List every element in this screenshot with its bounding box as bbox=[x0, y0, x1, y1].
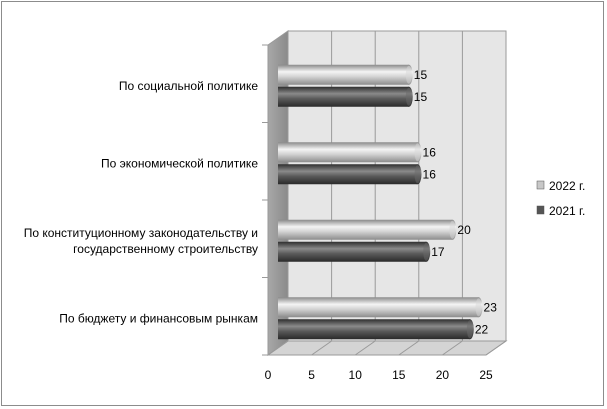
bar-end-highlight bbox=[414, 143, 421, 162]
bar-body bbox=[278, 86, 409, 107]
bar bbox=[278, 319, 474, 340]
bar-body bbox=[278, 164, 418, 185]
bar-body bbox=[278, 241, 427, 262]
bar-body bbox=[278, 142, 418, 163]
data-label: 16 bbox=[423, 167, 437, 181]
data-label: 15 bbox=[414, 90, 428, 104]
bar-end-highlight bbox=[405, 65, 412, 84]
legend-swatch bbox=[536, 205, 545, 215]
category-label: По экономической политике bbox=[101, 156, 258, 170]
bar-end-highlight bbox=[414, 165, 421, 184]
legend-label: 2022 г. bbox=[549, 179, 585, 193]
floor-line bbox=[485, 340, 507, 356]
floor-line bbox=[354, 340, 376, 356]
bar bbox=[278, 164, 422, 185]
legend-swatch bbox=[536, 180, 545, 190]
data-label: 17 bbox=[431, 245, 445, 259]
category-label: государственному строительству bbox=[73, 242, 258, 256]
x-tick-label: 0 bbox=[265, 368, 272, 382]
bar-body bbox=[278, 64, 409, 85]
category-label: По бюджету и финансовым рынкам bbox=[59, 311, 258, 325]
x-tick-label: 25 bbox=[479, 368, 493, 382]
x-tick-label: 20 bbox=[436, 368, 450, 382]
bar-end-highlight bbox=[423, 242, 430, 261]
floor bbox=[266, 340, 508, 356]
floor-line bbox=[442, 340, 463, 356]
bar bbox=[278, 219, 457, 240]
legend-label: 2021 г. bbox=[549, 204, 585, 218]
bar-end-highlight bbox=[405, 87, 412, 106]
bar-body bbox=[278, 319, 470, 340]
bar bbox=[278, 86, 413, 107]
bar-end-highlight bbox=[475, 298, 482, 317]
bar-end-highlight bbox=[466, 320, 473, 339]
data-label: 20 bbox=[457, 223, 471, 237]
category-label: По конституционному законодательству и bbox=[24, 226, 258, 240]
x-tick-label: 15 bbox=[392, 368, 406, 382]
bar bbox=[278, 142, 422, 163]
bar-body bbox=[278, 219, 453, 240]
bar bbox=[278, 64, 413, 85]
x-tick-label: 10 bbox=[349, 368, 363, 382]
x-tick-label: 5 bbox=[308, 368, 315, 382]
floor-line bbox=[311, 340, 332, 356]
bar-end-highlight bbox=[449, 220, 456, 239]
data-label: 23 bbox=[484, 300, 498, 314]
floor-line bbox=[267, 340, 289, 356]
data-label: 22 bbox=[475, 322, 489, 336]
bar-body bbox=[278, 297, 479, 318]
data-label: 16 bbox=[423, 145, 437, 159]
bar bbox=[278, 241, 431, 262]
category-label: По социальной политике bbox=[119, 79, 258, 93]
floor-line bbox=[398, 340, 420, 356]
data-label: 15 bbox=[414, 68, 428, 82]
bar bbox=[278, 297, 483, 318]
